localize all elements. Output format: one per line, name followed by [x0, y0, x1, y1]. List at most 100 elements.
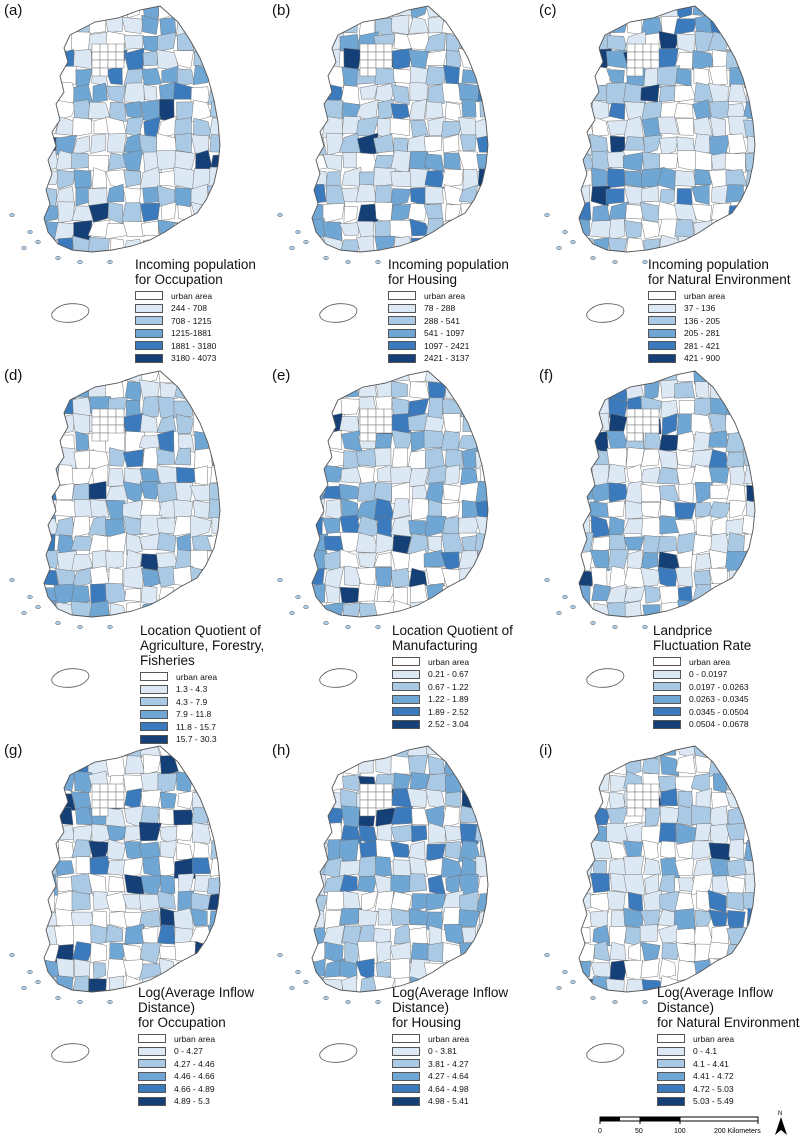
district-polygon: [312, 183, 327, 205]
district-polygon: [424, 447, 446, 469]
district-polygon: [657, 116, 679, 135]
district-polygon: [608, 102, 626, 120]
legend-swatch: [653, 694, 681, 704]
district-polygon: [44, 396, 59, 416]
legend-item: 15.7 - 30.3: [140, 734, 264, 745]
urban-district: [91, 799, 101, 809]
district-polygon: [728, 569, 748, 589]
legend-label: 3.81 - 4.27: [428, 1058, 469, 1069]
korea-choropleth-map: [9, 745, 221, 1063]
district-polygon: [390, 188, 412, 207]
district-polygon: [306, 618, 323, 639]
district-polygon: [608, 218, 626, 241]
legend-label: 4.27 - 4.46: [174, 1058, 215, 1069]
district-polygon: [590, 17, 609, 34]
district-polygon: [123, 170, 142, 188]
district-polygon: [707, 889, 727, 914]
district-polygon: [743, 204, 755, 223]
district-polygon: [159, 17, 177, 36]
district-polygon: [44, 6, 61, 18]
district-polygon: [340, 497, 360, 521]
urban-district: [107, 408, 117, 418]
district-polygon: [357, 583, 378, 602]
district-polygon: [746, 924, 755, 948]
district-polygon: [692, 99, 712, 120]
district-polygon: [208, 498, 220, 519]
district-polygon: [191, 6, 212, 20]
district-polygon: [356, 875, 378, 893]
district-polygon: [478, 772, 488, 790]
district-polygon: [44, 466, 59, 483]
district-polygon: [73, 499, 94, 518]
district-polygon: [54, 756, 76, 776]
district-polygon: [341, 166, 363, 187]
legend-swatch: [140, 697, 168, 706]
district-polygon: [579, 14, 593, 38]
legend-item: 1881 - 3180: [135, 340, 256, 351]
district-polygon: [312, 371, 325, 385]
district-polygon: [210, 755, 220, 776]
urban-district: [359, 432, 369, 442]
district-polygon: [54, 499, 77, 518]
district-polygon: [87, 101, 111, 119]
legend-label: 4.64 - 4.98: [428, 1083, 469, 1094]
district-polygon: [109, 602, 128, 617]
district-polygon: [676, 431, 696, 452]
district-polygon: [91, 746, 110, 756]
district-polygon: [107, 838, 127, 861]
district-polygon: [72, 117, 92, 138]
district-polygon: [458, 550, 479, 571]
district-polygon: [729, 66, 749, 88]
urban-district: [650, 408, 660, 418]
legend-item: urban area: [135, 290, 256, 301]
district-polygon: [175, 842, 194, 860]
legend-item: 4.66 - 4.89: [138, 1083, 254, 1094]
legend-item: 4.72 - 5.03: [657, 1083, 800, 1094]
district-polygon: [190, 566, 211, 589]
island: [590, 995, 596, 1001]
legend-swatch: [653, 707, 681, 716]
district-polygon: [71, 746, 95, 761]
district-polygon: [325, 993, 344, 1012]
district-polygon: [73, 169, 92, 189]
legend-swatch: [648, 328, 676, 338]
district-polygon: [590, 431, 609, 454]
district-polygon: [44, 447, 60, 466]
island: [35, 604, 41, 610]
legend-item: 244 - 708: [135, 303, 256, 314]
legend-label: urban area: [424, 290, 466, 301]
legend-item: 708 - 1215: [135, 315, 256, 326]
coastline: [43, 370, 221, 618]
district-polygon: [53, 616, 78, 617]
legend-swatch: [140, 734, 168, 744]
district-polygon: [55, 185, 75, 207]
district-polygon: [44, 65, 57, 86]
urban-district: [99, 51, 109, 61]
district-polygon: [71, 515, 91, 538]
district-polygon: [193, 465, 208, 485]
district-polygon: [458, 909, 481, 928]
district-polygon: [695, 909, 714, 930]
legend-title: Log(Average Inflow Distance) for Occupat…: [138, 985, 254, 1030]
urban-district: [375, 799, 385, 809]
district-polygon: [211, 236, 220, 252]
district-polygon: [312, 788, 326, 808]
legend-label: 4.1 - 4.41: [693, 1058, 729, 1069]
district-polygon: [322, 203, 345, 224]
urban-district: [642, 51, 652, 61]
urban-district: [375, 791, 385, 801]
district-polygon: [424, 6, 445, 18]
legend-item: 78 - 288: [388, 303, 509, 314]
legend-swatch: [388, 353, 416, 363]
island: [55, 620, 61, 626]
district-polygon: [579, 84, 595, 102]
north-label: N: [778, 1111, 782, 1117]
district-polygon: [125, 6, 142, 19]
district-polygon: [606, 447, 627, 470]
legend-title: Incoming population for Housing: [388, 257, 509, 287]
legend-swatch: [392, 694, 420, 704]
district-polygon: [690, 237, 710, 252]
district-polygon: [172, 565, 193, 587]
district-polygon: [44, 371, 58, 382]
district-polygon: [743, 465, 755, 485]
